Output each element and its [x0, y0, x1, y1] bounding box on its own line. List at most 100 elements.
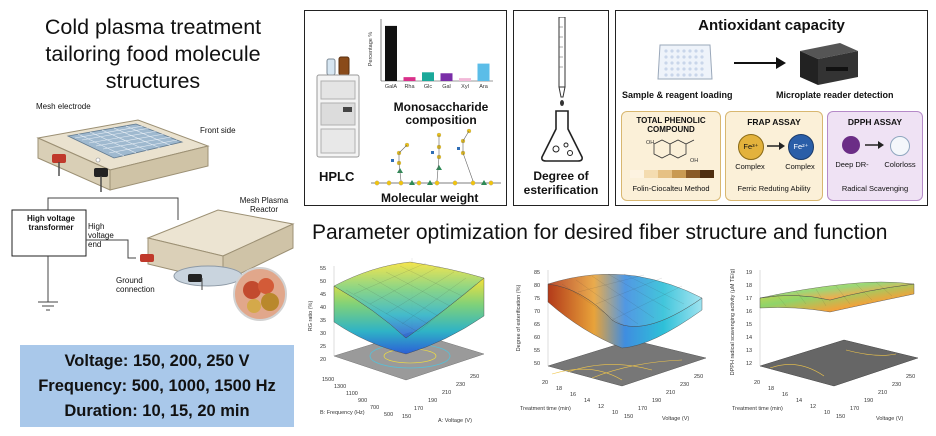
- plot3-ztick: 14: [746, 335, 752, 341]
- plot3-zticks: 19 18 17 16 15 14 13 12: [746, 270, 752, 367]
- deep-purple-dot: [842, 136, 860, 154]
- tpc-caption: Folin-Ciocalteu Method: [632, 184, 710, 193]
- dpph-title: DPPH ASSAY: [847, 117, 903, 127]
- bar-label: Xyl: [461, 84, 469, 90]
- polysaccharide-structure: [371, 128, 501, 186]
- plot3-ztick: 15: [746, 322, 752, 328]
- main-title-line-1: Cold plasma treatment: [44, 15, 262, 39]
- optimization-title: Parameter optimization for desired fiber…: [312, 221, 888, 244]
- plot3-xtick: 20: [754, 380, 760, 386]
- plot1-ztick: 40: [320, 305, 326, 311]
- plot2-zticks: 85 80 75 70 65 60 55 50: [534, 270, 540, 367]
- plot2-ztick: 50: [534, 361, 540, 367]
- frap-caption: Ferric Reduting Ability: [737, 184, 811, 193]
- plot3-ztick: 17: [746, 296, 752, 302]
- plot3-xlabel: Treatment time (min): [732, 406, 783, 412]
- response-surface-plot-2: Degree of esterification (%) 85 80 75 70…: [516, 270, 707, 422]
- plot3-xtick: 18: [768, 386, 774, 392]
- arrow-icon: [734, 57, 786, 69]
- plot1-ztick: 50: [320, 279, 326, 285]
- antioxidant-panel: Antioxidant capacity Sample & reagent lo…: [615, 10, 928, 206]
- frequency-param: Frequency: 500, 1000, 1500 Hz: [38, 377, 276, 395]
- main-title-line-3: structures: [105, 69, 201, 93]
- plot1-xtick: 1300: [334, 384, 346, 390]
- plot2-xticks: 20 18 16 14 12 10: [542, 380, 618, 416]
- plot3-xtick: 14: [796, 398, 802, 404]
- plot1-ztick: 20: [320, 357, 326, 363]
- plot3-ytick: 250: [906, 374, 915, 380]
- plot3-ylabel: Voltage (V): [876, 416, 903, 422]
- plot1-xtick: 500: [384, 412, 393, 418]
- plot1-ztick: 45: [320, 292, 326, 298]
- plot3-yticks: 150 170 190 210 230 250: [836, 374, 915, 420]
- plot1-zticks: 55 50 45 40 35 30 25 20: [320, 266, 326, 363]
- plot3-xtick: 10: [824, 410, 830, 416]
- dpph-right-label: Colorloss: [884, 160, 916, 169]
- tpc-swatch: [630, 170, 644, 178]
- fe3-ion: Fe³⁺: [738, 134, 764, 160]
- tpc-title: TOTAL PHENOLIC COMPOUND: [636, 116, 706, 134]
- plot1-xtick: 700: [370, 405, 379, 411]
- plot1-ytick: 250: [470, 374, 479, 380]
- main-title-line-2: tailoring food molecule: [45, 42, 261, 66]
- plot1-zlabel: RG ratio (%): [308, 301, 314, 332]
- plot2-ztick: 65: [534, 322, 540, 328]
- plot1-ylabel: A: Voltage (V): [438, 418, 472, 424]
- plot2-ztick: 85: [534, 270, 540, 276]
- tpc-swatch: [644, 170, 658, 178]
- plot3-ytick: 230: [892, 382, 901, 388]
- high-voltage-end-label: High voltage end: [88, 222, 114, 249]
- frap-box: FRAP ASSAY Fe³⁺ Fe²⁺ Complex Complex Fer…: [725, 111, 823, 201]
- plot1-xticks: 1500 1300 1100 900 700 500: [322, 377, 393, 418]
- mesh-plasma-reactor-label: Mesh Plasma Reactor: [239, 196, 289, 214]
- plot2-ytick: 250: [694, 374, 703, 380]
- bar-chart-ylabel: Percentage %: [368, 32, 374, 67]
- esterification-panel: Degree of esterification: [513, 10, 609, 206]
- bar-label: Gal: [442, 84, 451, 90]
- bar-label: Ara: [479, 84, 489, 90]
- phenolic-molecule-icon: OH OH: [646, 139, 698, 164]
- tpc-swatch: [686, 170, 700, 178]
- plot1-ztick: 35: [320, 318, 326, 324]
- tpc-box: TOTAL PHENOLIC COMPOUND OH OH Folin-Cioc…: [621, 111, 721, 201]
- plot1-xtick: 1500: [322, 377, 334, 383]
- plot3-ztick: 19: [746, 270, 752, 276]
- loading-label: Sample & reagent loading: [622, 90, 733, 100]
- plot2-ztick: 55: [534, 348, 540, 354]
- plot3-ztick: 13: [746, 348, 752, 354]
- dpph-left-label: Deep DR-: [835, 160, 869, 169]
- plot2-xtick: 10: [612, 410, 618, 416]
- hplc-instrument-illustration: [316, 56, 360, 158]
- plot1-ytick: 210: [442, 390, 451, 396]
- parameter-box: Voltage: 150, 200, 250 V Frequency: 500,…: [20, 345, 294, 427]
- plot2-ytick: 190: [652, 398, 661, 404]
- plot2-xtick: 12: [598, 404, 604, 410]
- microplate-illustration: [657, 44, 713, 80]
- colorless-dot: [890, 136, 910, 156]
- plot1-xlabel: B: Frequency (Hz): [320, 410, 365, 416]
- tpc-color-scale: [630, 170, 714, 178]
- monosaccharide-label: Monosaccharide composition: [393, 100, 489, 127]
- titration-flask-illustration: [541, 17, 583, 162]
- molecular-weight-label: Molecular weight: [381, 191, 479, 205]
- plot2-ztick: 80: [534, 283, 540, 289]
- plot2-xtick: 20: [542, 380, 548, 386]
- voltage-param: Voltage: 150, 200, 250 V: [64, 352, 250, 370]
- plot3-xtick: 12: [810, 404, 816, 410]
- antioxidant-title: Antioxidant capacity: [698, 17, 845, 34]
- plot1-ytick: 190: [428, 398, 437, 404]
- plot1-xtick: 1100: [346, 391, 358, 397]
- hplc-label: HPLC: [319, 169, 355, 184]
- frap-complex-left: Complex: [735, 162, 765, 171]
- frap-title: FRAP ASSAY: [747, 117, 801, 127]
- bar-xyl: [459, 78, 471, 81]
- bar-glc: [422, 72, 434, 81]
- microplate-reader-illustration: [800, 43, 858, 85]
- plot2-ztick: 60: [534, 335, 540, 341]
- plot3-zlabel: DPPH radical scavenging activity (μM TE/…: [730, 268, 736, 375]
- bar-ara: [477, 63, 490, 81]
- plot3-ztick: 12: [746, 361, 752, 367]
- monosaccharide-bar-chart: Percentage % GalA Rha Glc Gal Xyl Ara: [368, 19, 493, 90]
- plot1-ztick: 55: [320, 266, 326, 272]
- plot2-xtick: 18: [556, 386, 562, 392]
